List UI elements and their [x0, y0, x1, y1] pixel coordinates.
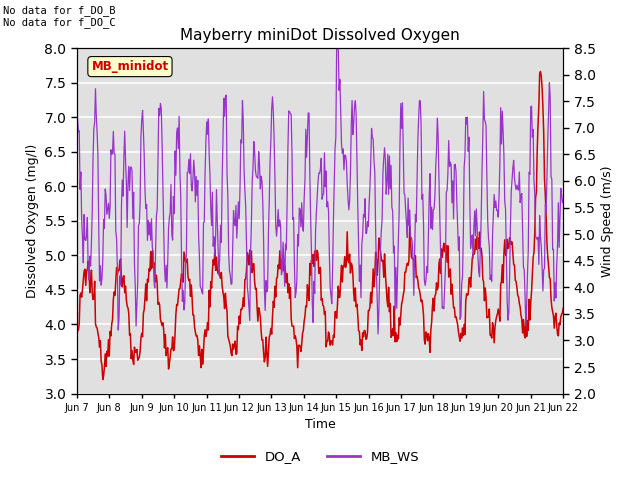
X-axis label: Time: Time [305, 418, 335, 431]
Legend: DO_A, MB_WS: DO_A, MB_WS [216, 445, 424, 468]
Y-axis label: Dissolved Oxygen (mg/l): Dissolved Oxygen (mg/l) [26, 144, 39, 298]
Text: MB_minidot: MB_minidot [92, 60, 168, 73]
Title: Mayberry miniDot Dissolved Oxygen: Mayberry miniDot Dissolved Oxygen [180, 28, 460, 43]
Text: No data for f_DO_B
No data for f_DO_C: No data for f_DO_B No data for f_DO_C [3, 5, 116, 28]
Y-axis label: Wind Speed (m/s): Wind Speed (m/s) [601, 165, 614, 276]
